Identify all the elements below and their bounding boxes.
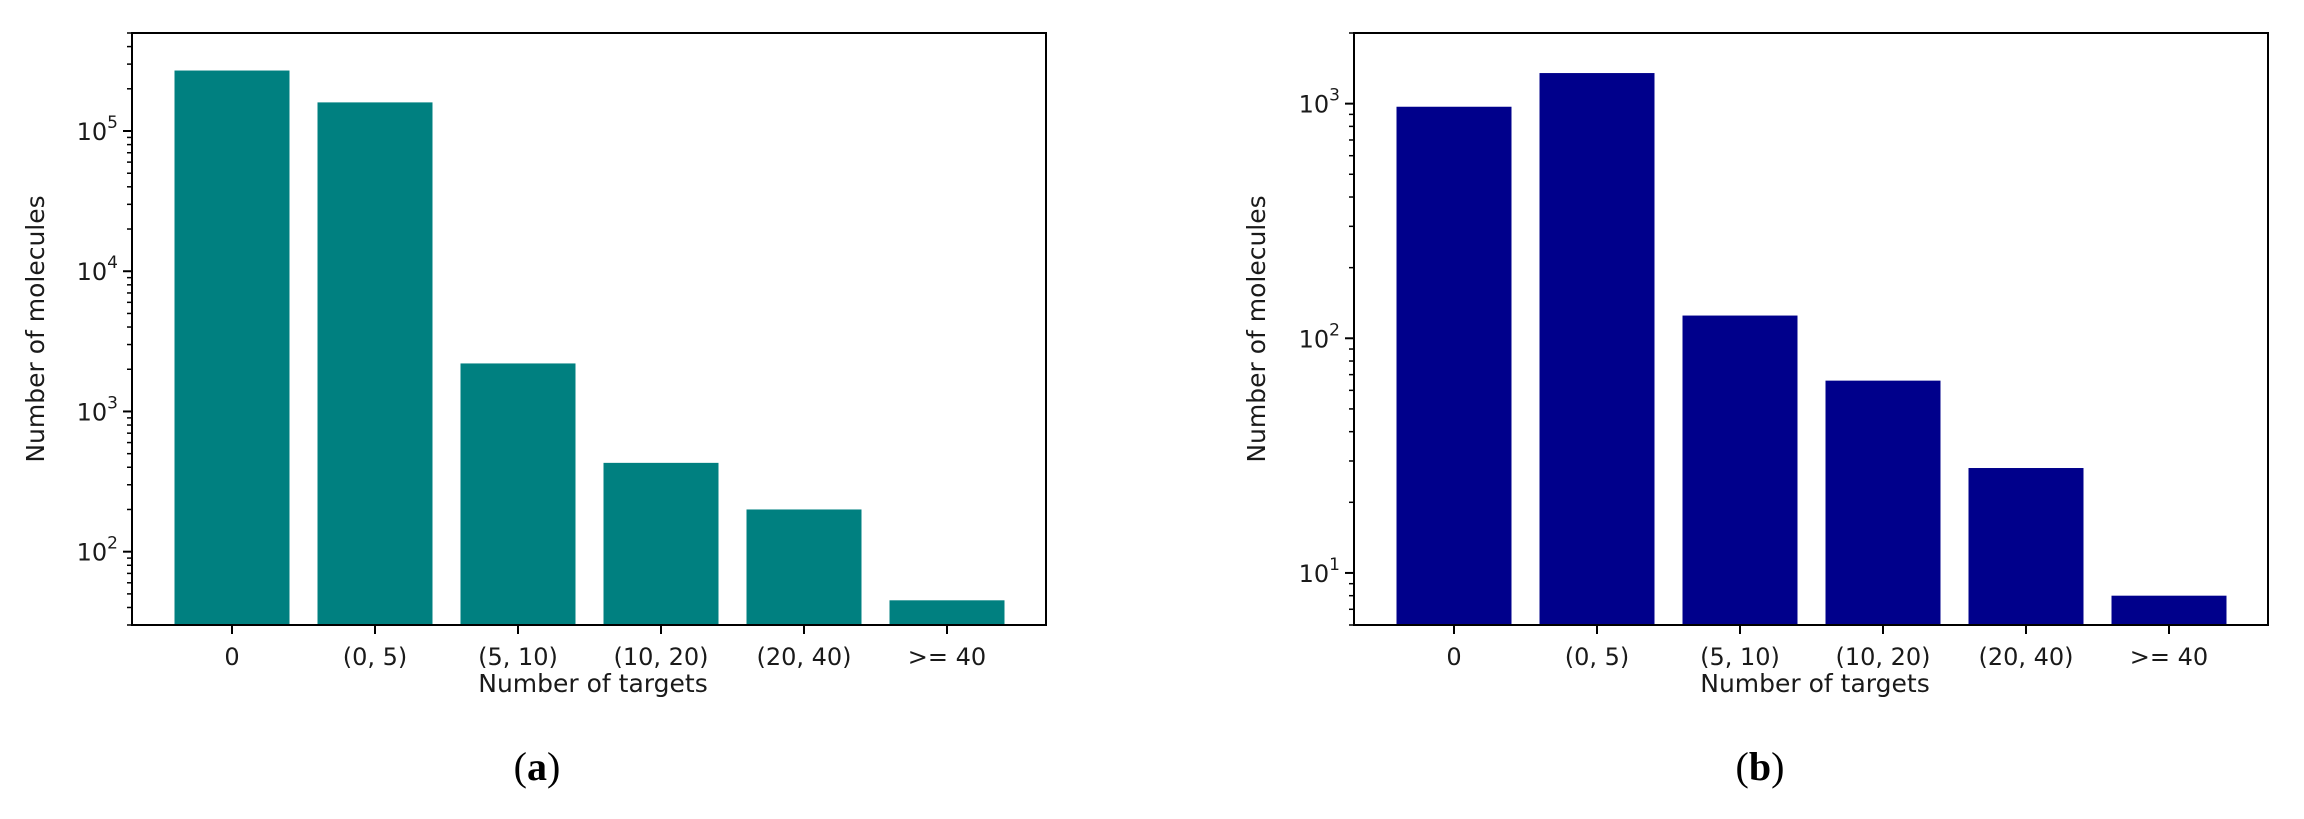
bar-a-4: [746, 509, 862, 625]
y-tick-label-a-3: 105: [77, 113, 118, 146]
bar-b-1: [1539, 73, 1655, 625]
x-axis-label: Number of targets: [1700, 669, 1929, 698]
bar-b-4: [1968, 468, 2084, 625]
bar-a-1: [317, 102, 433, 625]
x-tick-label-b-2: (5, 10): [1700, 643, 1780, 671]
bar-a-2: [460, 363, 576, 625]
y-tick-label-b-0: 101: [1299, 555, 1340, 588]
bar-b-2: [1682, 315, 1798, 625]
x-tick-label-a-5: >= 40: [908, 643, 986, 671]
y-tick-label-a-2: 104: [77, 253, 118, 286]
bar-b-5: [2111, 595, 2227, 625]
chart-panel-a: 102 103 104 105 0 (0, 5) (5, 10) (10, 20) (20, 4…: [21, 32, 1047, 789]
bar-b-0: [1396, 106, 1512, 625]
panel-caption-b: (b): [1736, 744, 1785, 789]
y-tick-label-a-1: 103: [77, 393, 118, 426]
y-tick-label-b-2: 103: [1299, 86, 1340, 119]
x-tick-label-b-3: (10, 20): [1835, 643, 1930, 671]
y-tick-label-b-1: 102: [1299, 320, 1340, 353]
bar-a-3: [603, 462, 719, 625]
y-axis-label: Number of molecules: [21, 195, 50, 462]
x-tick-label-b-1: (0, 5): [1565, 643, 1630, 671]
y-axis-label: Number of molecules: [1242, 195, 1271, 462]
x-tick-label-b-0: 0: [1446, 643, 1461, 671]
x-tick-label-a-1: (0, 5): [343, 643, 408, 671]
x-tick-label-a-0: 0: [224, 643, 239, 671]
y-tick-label-a-0: 102: [77, 534, 118, 567]
x-tick-label-a-3: (10, 20): [613, 643, 708, 671]
panel-caption-a: (a): [514, 744, 561, 789]
bar-b-3: [1825, 380, 1941, 625]
bar-a-5: [889, 600, 1005, 625]
axes-frame: [131, 32, 1047, 626]
x-tick-label-b-5: >= 40: [2130, 643, 2208, 671]
x-tick-label-b-4: (20, 40): [1978, 643, 2073, 671]
x-tick-label-a-4: (20, 40): [756, 643, 851, 671]
bar-a-0: [174, 70, 290, 625]
chart-panel-b: 101 102 103 0 (0, 5) (5, 10) (10, 20) (20, 40) >…: [1242, 32, 2269, 789]
axes-frame: [1353, 32, 2269, 626]
x-axis-label: Number of targets: [478, 669, 707, 698]
x-tick-label-a-2: (5, 10): [478, 643, 558, 671]
